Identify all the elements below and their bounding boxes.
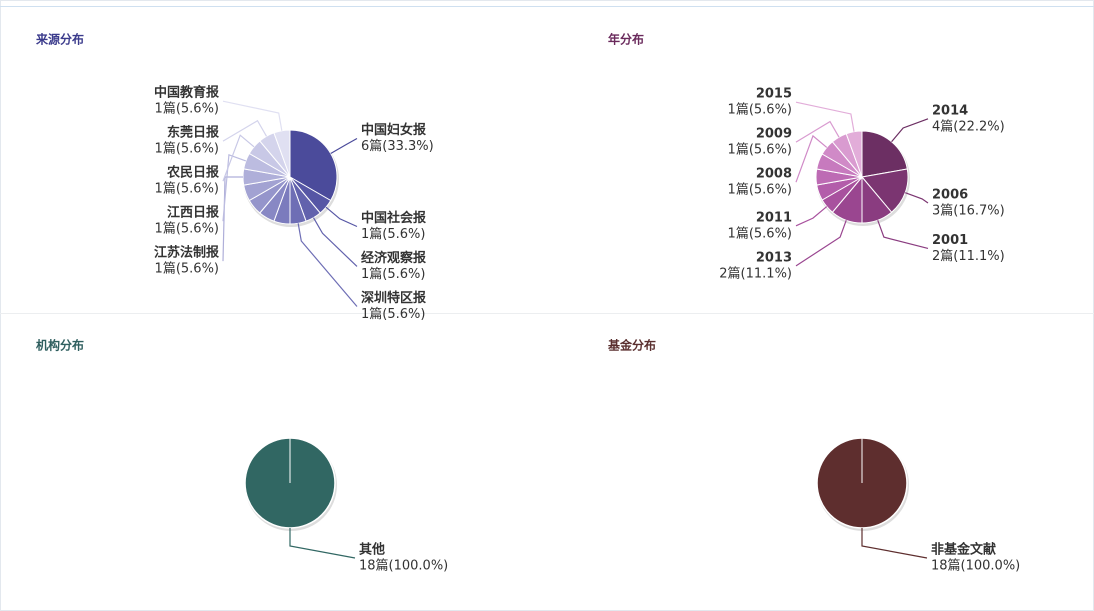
slice-label: 江苏法制报: [154, 245, 220, 261]
slice-value-label: 4篇(22.2%): [932, 119, 1005, 134]
slice-value-label: 2篇(11.1%): [932, 249, 1005, 264]
leader-line: [330, 137, 358, 155]
leader-line: [795, 206, 828, 227]
slice-value-label: 18篇(100.0%): [931, 559, 1020, 574]
pie-slice: [289, 129, 338, 202]
leader-line: [222, 134, 255, 182]
slice-label: 2006: [932, 187, 968, 202]
leader-line: [795, 101, 855, 132]
slice-label: 2014: [932, 103, 968, 118]
slice-value-label: 1篇(5.6%): [155, 262, 219, 277]
slice-value-label: 1篇(5.6%): [361, 227, 425, 242]
slice-label: 中国妇女报: [361, 122, 427, 138]
leader-line: [795, 134, 828, 183]
slice-value-label: 18篇(100.0%): [359, 559, 448, 574]
leader-line: [222, 119, 268, 142]
leader-line: [891, 118, 929, 143]
slice-label: 深圳特区报: [361, 290, 427, 306]
slice-label: 2015: [756, 87, 792, 102]
slice-value-label: 1篇(5.6%): [728, 103, 792, 118]
leader-line: [325, 206, 358, 228]
slice-value-label: 1篇(5.6%): [361, 267, 425, 282]
leader-line: [297, 223, 358, 307]
leader-line: [905, 192, 929, 204]
leader-line: [795, 120, 840, 143]
leader-line: [877, 220, 929, 249]
chart-title: 机构分布: [36, 338, 84, 353]
slice-label: 经济观察报: [361, 250, 427, 266]
slice-value-label: 1篇(5.6%): [728, 183, 792, 198]
slice-value-label: 1篇(5.6%): [728, 143, 792, 158]
slice-value-label: 6篇(33.3%): [361, 139, 434, 154]
slice-label: 农民日报: [166, 165, 220, 181]
pie-slice: [861, 168, 909, 213]
leader-line: [289, 528, 356, 559]
leader-line: [222, 100, 283, 131]
slice-value-label: 1篇(5.6%): [155, 182, 219, 197]
slice-label: 其他: [359, 542, 385, 558]
slice-label: 江西日报: [167, 205, 220, 221]
slice-value-label: 1篇(5.6%): [361, 307, 425, 322]
leader-line: [795, 220, 847, 267]
slice-value-label: 2篇(11.1%): [719, 266, 792, 281]
slice-label: 2001: [932, 233, 968, 248]
slice-value-label: 1篇(5.6%): [155, 142, 219, 157]
chart-title: 基金分布: [607, 338, 656, 353]
slice-value-label: 1篇(5.6%): [728, 226, 792, 241]
slice-label: 2008: [756, 167, 792, 182]
slice-label: 中国社会报: [361, 210, 427, 226]
slice-label: 2009: [756, 127, 792, 142]
chart-title: 来源分布: [35, 32, 84, 47]
leader-line: [312, 217, 358, 267]
slice-value-label: 1篇(5.6%): [155, 102, 219, 117]
slice-value-label: 1篇(5.6%): [155, 222, 219, 237]
pie-slice: [861, 130, 908, 178]
slice-label: 2013: [756, 250, 792, 265]
slice-value-label: 3篇(16.7%): [932, 203, 1005, 218]
slice-label: 2011: [756, 210, 792, 225]
leader-line: [861, 528, 928, 559]
slice-label: 中国教育报: [154, 85, 220, 101]
slice-label: 非基金文献: [931, 542, 996, 558]
slice-label: 东莞日报: [167, 125, 220, 141]
chart-title: 年分布: [608, 32, 644, 47]
leader-line: [222, 153, 247, 222]
